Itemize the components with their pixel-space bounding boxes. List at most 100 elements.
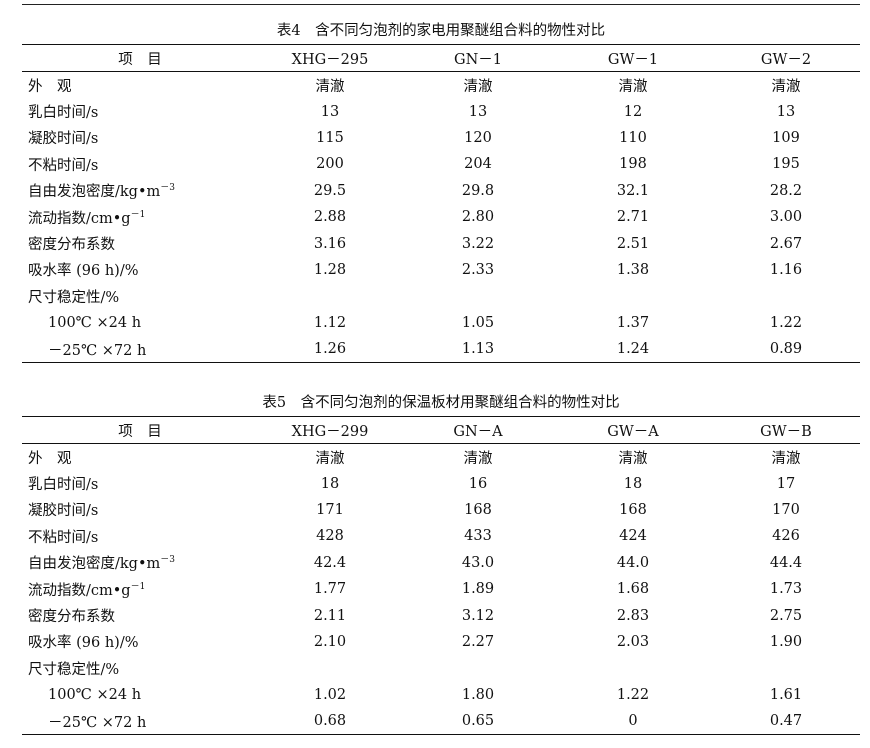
column-header-sample: GN－A — [453, 423, 503, 440]
row-label: 不粘时间/s — [28, 529, 99, 546]
value-cell: 0.68 — [313, 713, 347, 730]
value-cell: 2.80 — [461, 209, 495, 226]
value-cell: 29.5 — [313, 182, 347, 199]
value-cell: 170 — [772, 501, 800, 518]
table-row: －25℃ ×72 h 1.26 1.13 1.24 0.89 — [22, 336, 860, 363]
row-label-cell: 乳白时间/s — [22, 470, 258, 496]
row-label: 外 观 — [28, 78, 72, 95]
value-cell: 0.47 — [769, 713, 803, 730]
row-label-cell: 乳白时间/s — [22, 98, 258, 124]
value-cell: 2.03 — [616, 633, 650, 650]
column-header-sample: XHG－295 — [291, 51, 369, 68]
header-row: 项 目 XHG－299 GN－A GW－A GW－B — [22, 416, 860, 444]
row-label: 不粘时间/s — [28, 157, 99, 174]
value-cell: 3.22 — [461, 235, 495, 252]
value-cell: 18 — [320, 475, 340, 492]
row-label-cell: 100℃ ×24 h — [22, 682, 258, 708]
row-label: 流动指数/cm•g — [28, 210, 131, 227]
table-row: 尺寸稳定性/% — [22, 283, 860, 309]
table-row: 自由发泡密度/kg•m－3 29.5 29.8 32.1 28.2 — [22, 178, 860, 204]
value-cell: 0 — [628, 713, 638, 730]
unit-exponent: －3 — [160, 555, 175, 566]
table-row: 吸水率 (96 h)/% 1.28 2.33 1.38 1.16 — [22, 257, 860, 283]
value-cell — [258, 283, 402, 309]
row-label: 自由发泡密度/kg•m — [28, 556, 161, 573]
value-cell: 18 — [623, 475, 643, 492]
row-label: 尺寸稳定性/% — [28, 289, 120, 306]
row-label: 乳白时间/s — [28, 477, 99, 494]
table-4: 表4 含不同匀泡剂的家电用聚醚组合料的物性对比 项 目 XHG－295 GN－1 GW… — [22, 18, 860, 363]
value-cell: 42.4 — [313, 554, 347, 571]
column-header-sample: GW－A — [607, 423, 659, 440]
value-cell: 1.80 — [461, 686, 495, 703]
value-cell — [554, 655, 712, 681]
row-label: 100℃ ×24 h — [48, 686, 142, 703]
row-label-cell: 100℃ ×24 h — [22, 310, 258, 336]
row-label: 100℃ ×24 h — [48, 314, 142, 331]
value-cell: 29.8 — [461, 182, 495, 199]
value-cell: 1.02 — [313, 686, 347, 703]
value-cell: 28.2 — [769, 182, 803, 199]
value-cell: 1.22 — [769, 314, 803, 331]
value-cell: 3.12 — [461, 607, 495, 624]
value-cell: 109 — [772, 129, 800, 146]
value-cell — [554, 283, 712, 309]
value-cell: 2.10 — [313, 633, 347, 650]
value-cell: 1.05 — [461, 314, 495, 331]
value-cell: 0.65 — [461, 713, 495, 730]
value-cell: 44.4 — [769, 554, 803, 571]
value-cell: 2.83 — [616, 607, 650, 624]
value-cell: 168 — [619, 501, 647, 518]
value-cell: 43.0 — [461, 554, 495, 571]
value-cell: 44.0 — [616, 554, 650, 571]
value-cell: 1.16 — [769, 261, 803, 278]
value-cell: 清澈 — [771, 78, 801, 95]
value-cell: 168 — [464, 501, 492, 518]
value-cell: 2.71 — [616, 209, 650, 226]
value-cell: 13 — [776, 103, 796, 120]
table-row: 流动指数/cm•g－1 1.77 1.89 1.68 1.73 — [22, 576, 860, 602]
row-label-cell: 吸水率 (96 h)/% — [22, 257, 258, 283]
value-cell: 115 — [316, 129, 344, 146]
table-row: 凝胶时间/s 171 168 168 170 — [22, 497, 860, 523]
table-5: 表5 含不同匀泡剂的保温板材用聚醚组合料的物性对比 项 目 XHG－299 GN－A… — [22, 390, 860, 735]
column-header-item: 项 目 — [118, 51, 162, 68]
value-cell: 2.33 — [461, 261, 495, 278]
value-cell: 清澈 — [771, 450, 801, 467]
value-cell — [712, 283, 860, 309]
row-label-cell: 密度分布系数 — [22, 230, 258, 256]
row-label-cell: 吸水率 (96 h)/% — [22, 629, 258, 655]
row-label: 凝胶时间/s — [28, 131, 99, 148]
unit-exponent: －1 — [130, 581, 146, 592]
row-label: 凝胶时间/s — [28, 503, 99, 520]
table-row: 自由发泡密度/kg•m－3 42.4 43.0 44.0 44.4 — [22, 550, 860, 576]
column-header-sample: GN－1 — [454, 51, 502, 68]
value-cell: 426 — [772, 528, 800, 545]
table-row: －25℃ ×72 h 0.68 0.65 0 0.47 — [22, 708, 860, 735]
value-cell: 2.88 — [313, 209, 347, 226]
row-label-cell: 不粘时间/s — [22, 151, 258, 177]
table-caption: 表4 含不同匀泡剂的家电用聚醚组合料的物性对比 — [276, 23, 606, 39]
value-cell: 110 — [619, 129, 647, 146]
value-cell — [258, 655, 402, 681]
value-cell: 12 — [623, 103, 643, 120]
column-header-sample: GW－2 — [760, 51, 812, 68]
table-row: 不粘时间/s 200 204 198 195 — [22, 151, 860, 177]
row-label: －25℃ ×72 h — [48, 342, 147, 359]
row-label-cell: 尺寸稳定性/% — [22, 283, 258, 309]
row-label: 尺寸稳定性/% — [28, 661, 120, 678]
value-cell: 1.37 — [616, 314, 650, 331]
value-cell: 433 — [464, 528, 492, 545]
value-cell: 1.61 — [769, 686, 803, 703]
row-label-cell: 自由发泡密度/kg•m－3 — [22, 550, 258, 576]
row-label: 密度分布系数 — [28, 609, 115, 626]
value-cell: 424 — [619, 528, 647, 545]
table-row: 密度分布系数 3.16 3.22 2.51 2.67 — [22, 230, 860, 256]
table-caption: 表5 含不同匀泡剂的保温板材用聚醚组合料的物性对比 — [262, 395, 620, 411]
table-row: 乳白时间/s 18 16 18 17 — [22, 470, 860, 496]
row-label-cell: 外 观 — [22, 444, 258, 471]
row-label-cell: 不粘时间/s — [22, 523, 258, 549]
value-cell — [402, 655, 554, 681]
table-row: 流动指数/cm•g－1 2.88 2.80 2.71 3.00 — [22, 204, 860, 230]
value-cell: 428 — [316, 528, 344, 545]
